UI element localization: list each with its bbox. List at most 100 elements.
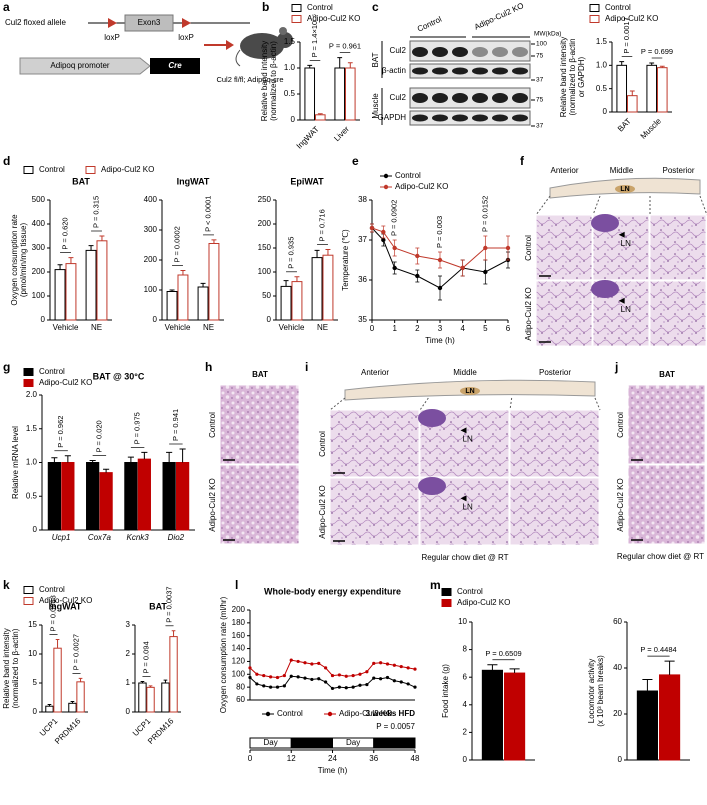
data-point bbox=[289, 674, 293, 678]
ln-label: LN bbox=[621, 305, 631, 314]
bar bbox=[169, 636, 178, 713]
bar bbox=[626, 95, 638, 113]
error-bar bbox=[47, 703, 52, 707]
blot-band bbox=[492, 93, 508, 103]
data-point bbox=[399, 680, 403, 684]
ln-label: LN bbox=[621, 239, 631, 248]
data-point bbox=[372, 676, 376, 680]
p-value: P = 0.315 bbox=[91, 196, 100, 228]
mw-label: 37 bbox=[536, 123, 544, 130]
error-bar bbox=[179, 448, 186, 463]
band-label: Cul2 bbox=[390, 93, 407, 102]
bar bbox=[45, 705, 54, 713]
x-tick-label: Vehicle bbox=[279, 323, 305, 332]
chart-title: BAT @ 30°C bbox=[93, 371, 145, 381]
legend-swatch bbox=[23, 597, 34, 605]
y-tick-label: 0 bbox=[618, 755, 623, 764]
error-bar bbox=[211, 239, 217, 244]
lymph-node-tissue bbox=[418, 409, 446, 427]
y-tick-label: 300 bbox=[144, 225, 158, 234]
y-tick-label: 200 bbox=[32, 267, 46, 276]
series-line bbox=[371, 227, 509, 289]
mouse-ear bbox=[279, 27, 287, 35]
legend-label: Adipo-Cul2 KO bbox=[395, 182, 448, 191]
y-tick-label: 500 bbox=[32, 195, 46, 204]
x-tick-label: Kcnk3 bbox=[127, 533, 150, 542]
lymph-node-label: LN bbox=[465, 388, 474, 395]
y-tick-label: 5 bbox=[33, 678, 38, 687]
error-bar bbox=[509, 668, 520, 674]
data-point bbox=[269, 685, 273, 689]
lymph-node bbox=[615, 185, 635, 193]
error-bar bbox=[55, 639, 60, 649]
y-axis-label: Relative band intensity bbox=[260, 41, 269, 122]
light-cycle-label: Day bbox=[264, 738, 278, 747]
y-tick-label: 2 bbox=[126, 649, 131, 658]
legend-label: Adipo-Cul2 KO bbox=[339, 709, 392, 718]
data-point bbox=[505, 245, 511, 251]
bar bbox=[177, 274, 189, 321]
bar bbox=[166, 291, 178, 321]
p-value: P = 0.0017 bbox=[622, 17, 631, 53]
y-tick-label: 0 bbox=[41, 315, 46, 324]
series-line bbox=[371, 227, 508, 269]
band-label: Cul2 bbox=[390, 46, 407, 55]
y-tick-label: 60 bbox=[236, 695, 245, 704]
mouse-label: Cul2 fl/fl; Adipoq-cre bbox=[216, 75, 283, 84]
data-point bbox=[369, 225, 375, 231]
blot-band bbox=[432, 93, 448, 103]
y-tick-label: 1.0 bbox=[284, 63, 296, 72]
x-tick-label: 5 bbox=[483, 324, 488, 333]
guide-line bbox=[329, 397, 346, 411]
region-label: Anterior bbox=[550, 166, 578, 175]
caption: Regular chow diet @ RT bbox=[617, 552, 704, 561]
y-axis-label: (x 10³ beam breaks) bbox=[596, 655, 605, 727]
x-tick-label: PRDM16 bbox=[146, 716, 176, 746]
y-tick-label: 1.0 bbox=[26, 458, 38, 467]
x-tick-label: 24 bbox=[328, 754, 337, 763]
error-bar bbox=[103, 468, 110, 473]
data-point bbox=[269, 675, 273, 679]
cre-box bbox=[150, 58, 200, 74]
loxp-label: loxP bbox=[104, 33, 120, 42]
panel-label: k bbox=[3, 578, 10, 592]
band-label: β-actin bbox=[382, 66, 406, 75]
x-tick-label: Vehicle bbox=[165, 323, 191, 332]
x-tick-label: NE bbox=[317, 323, 328, 332]
y-tick-label: 1 bbox=[126, 678, 131, 687]
data-point bbox=[317, 661, 321, 665]
x-axis-label: Time (h) bbox=[318, 766, 348, 775]
y-tick-label: 300 bbox=[32, 243, 46, 252]
legend-label: Control bbox=[39, 165, 65, 174]
error-bar bbox=[148, 685, 153, 688]
y-tick-label: 36 bbox=[358, 275, 367, 284]
blot-band bbox=[512, 67, 528, 75]
data-point bbox=[255, 672, 259, 676]
y-axis-label: Food intake (g) bbox=[441, 664, 450, 718]
data-point bbox=[330, 673, 335, 678]
data-point bbox=[275, 685, 280, 689]
legend-label: Adipo-Cul2 KO bbox=[39, 378, 92, 387]
y-tick-label: 100 bbox=[232, 669, 246, 678]
bar bbox=[161, 682, 170, 713]
bar bbox=[659, 674, 681, 761]
row-label: Adipo-Cul2 KO bbox=[616, 478, 625, 531]
bar bbox=[65, 263, 77, 321]
data-point bbox=[413, 667, 417, 671]
x-tick-label: NE bbox=[203, 323, 214, 332]
light-cycle bbox=[373, 737, 416, 749]
p-value: P = 0.0033 bbox=[48, 595, 57, 631]
p-value: P = 0.935 bbox=[286, 237, 295, 269]
panel-label: d bbox=[3, 154, 10, 168]
blot-band bbox=[412, 93, 428, 103]
p-value: P = 1.4×10⁻⁵ bbox=[310, 14, 319, 58]
data-point bbox=[262, 684, 266, 688]
ln-arrow bbox=[618, 297, 625, 304]
y-tick-label: 2.0 bbox=[26, 390, 38, 399]
blot-band bbox=[452, 67, 468, 75]
legend-label: Adipo-Cul2 KO bbox=[457, 598, 510, 607]
error-bar bbox=[307, 64, 313, 68]
y-axis-label: (normalized to β-actin) bbox=[269, 41, 278, 121]
data-point bbox=[351, 673, 355, 678]
bar bbox=[311, 257, 323, 321]
